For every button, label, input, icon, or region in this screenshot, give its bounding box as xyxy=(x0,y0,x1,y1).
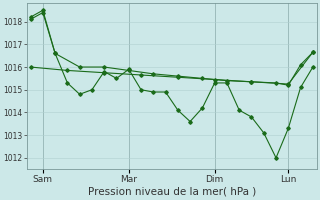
X-axis label: Pression niveau de la mer( hPa ): Pression niveau de la mer( hPa ) xyxy=(88,187,256,197)
